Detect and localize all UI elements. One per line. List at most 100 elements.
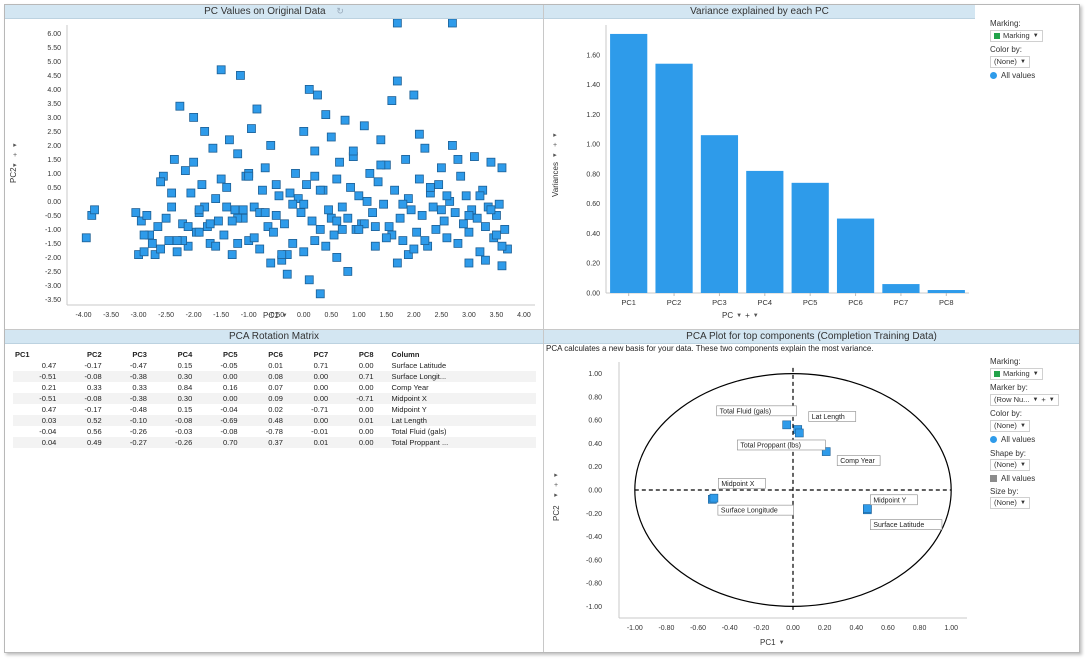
x-tick-label: 3.50 [490, 312, 504, 319]
table-cell: -0.71 [330, 393, 376, 404]
table-row[interactable]: 0.21 0.33 0.33 0.84 0.16 0.07 0.00 0.00 Comp Yea… [13, 382, 536, 393]
scatter-point [277, 250, 287, 260]
nav-up-icon[interactable]: ▸ [554, 472, 558, 479]
column-header[interactable]: PC8 [358, 350, 374, 359]
scatter-point [348, 146, 358, 156]
nav-down-icon[interactable]: ▸ [13, 162, 17, 169]
scatter-point [362, 196, 372, 206]
scatter-point [475, 191, 485, 201]
scatter-point [384, 222, 394, 232]
pca-marker-by-select[interactable]: (Row Nu... ▼ + ▼ [990, 394, 1059, 406]
x-tick-label: PC5 [803, 298, 818, 307]
table-row[interactable]: 0.47 -0.17 -0.47 0.15 -0.05 0.01 0.71 0.00 Surfa… [13, 360, 536, 371]
x-tick-label: PC3 [712, 298, 727, 307]
x-tick-label: -2.00 [186, 312, 202, 319]
nav-up-icon[interactable]: ▸ [13, 142, 17, 149]
scatter-point [293, 194, 303, 204]
y-tick-label: 1.00 [586, 142, 600, 149]
add-icon[interactable]: + [745, 311, 750, 320]
rotation-table[interactable]: PC1 PC2 PC3 PC4 PC5 PC6 PC7 PC8 Column 0.47 -0.17… [13, 349, 536, 448]
scatter-point [183, 222, 193, 232]
table-cell: 0.03 [13, 415, 59, 426]
scatter-point [365, 168, 375, 178]
pca-chart[interactable]: 1.00 0.80 0.60 0.40 0.20 0.00 -0.20 -0.40 -0.60 -… [544, 330, 976, 630]
nav-plus-icon[interactable]: + [552, 142, 558, 149]
shape-all-values-text: All values [1001, 474, 1036, 483]
pca-color-by-select[interactable]: (None) ▼ [990, 420, 1030, 432]
scatter-point [161, 213, 171, 223]
column-header[interactable]: PC3 [132, 350, 147, 359]
table-row[interactable]: -0.04 0.56 -0.26 -0.03 -0.08 -0.78 -0.01 0.00 To… [13, 426, 536, 437]
scatter-point [464, 258, 474, 268]
pca-size-by-label: Size by: [990, 487, 1019, 496]
pca-point [821, 447, 831, 456]
y-tick-label: -0.40 [586, 534, 602, 541]
y-tick-label: 0.40 [588, 441, 602, 448]
column-header[interactable]: PC5 [222, 350, 238, 359]
scatter-point [236, 71, 245, 80]
table-cell: -0.08 [58, 371, 104, 382]
column-header[interactable]: PC2 [87, 350, 102, 359]
scatter-point [370, 241, 380, 251]
x-tick-label: -1.00 [627, 625, 643, 630]
table-row[interactable]: 0.47 -0.17 -0.48 0.15 -0.04 0.02 -0.71 0.00 Midp… [13, 404, 536, 415]
table-cell: Lat Length [375, 415, 536, 426]
scatter-point [216, 65, 226, 75]
table-cell: 0.47 [41, 405, 57, 414]
scatter-point [167, 202, 177, 212]
x-tick-label: 0.50 [324, 312, 338, 319]
add-icon[interactable]: + [1041, 395, 1046, 404]
nav-down-icon[interactable]: ▸ [554, 492, 558, 499]
y-tick-label: -2.50 [45, 269, 61, 276]
refresh-icon[interactable]: ↻ [336, 6, 344, 16]
pca-size-by-select[interactable]: (None) ▼ [990, 497, 1030, 509]
pca-shape-by-select[interactable]: (None) ▼ [990, 459, 1030, 471]
y-tick-label: 0.60 [588, 418, 602, 425]
scatter-point [183, 241, 193, 251]
table-row[interactable]: 0.03 0.52 -0.10 -0.08 -0.69 0.48 0.00 0.01 Lat L… [13, 415, 536, 426]
variance-marking-select[interactable]: Marking ▼ [990, 30, 1043, 42]
pca-marking-select[interactable]: Marking ▼ [990, 368, 1043, 380]
nav-plus-icon[interactable]: + [553, 482, 559, 489]
scatter-y-nav[interactable]: ▸ + ▸ [11, 141, 19, 171]
table-cell: 0.33 [132, 383, 147, 392]
table-cell: 0.00 [358, 405, 374, 414]
scatter-point [475, 247, 485, 257]
table-row[interactable]: 0.04 0.49 -0.27 -0.26 0.70 0.37 0.01 0.00 Total … [13, 437, 536, 448]
point-label-text: Midpoint X [721, 481, 754, 488]
pca-color-by-label: Color by: [990, 409, 1023, 418]
scatter-point [186, 188, 196, 198]
table-row[interactable]: -0.51 -0.08 -0.38 0.30 0.00 0.09 0.00 -0.71 Midp… [13, 393, 536, 404]
column-header[interactable]: Column [391, 350, 420, 359]
dashboard-frame: PC Values on Original Data ↻ ▸ + ▸ PC2 6… [4, 4, 1080, 653]
pca-x-label: PC1 [760, 638, 776, 647]
variance-color-by-select[interactable]: (None) ▼ [990, 56, 1030, 68]
variance-x-axis-selector[interactable]: PC ▼ + ▼ [722, 311, 759, 320]
column-header[interactable]: PC1 [15, 350, 30, 359]
variance-chart[interactable]: 0.00 0.20 0.40 0.60 0.80 1.00 1.20 1.40 1.60 PC1 P… [544, 19, 976, 313]
y-tick-label: 0.00 [47, 199, 61, 206]
column-header[interactable]: PC6 [268, 350, 283, 359]
legend-dot-icon [990, 436, 997, 443]
point-label: Surface Latitude [870, 519, 943, 530]
nav-plus-icon[interactable]: + [12, 152, 18, 159]
table-cell: -0.17 [84, 361, 102, 370]
pca-x-axis-selector[interactable]: PC1 ▼ [760, 638, 785, 647]
scatter-chart[interactable]: 6.00 5.50 5.00 4.50 4.00 3.50 3.00 2.50 2.00 1.50… [5, 19, 543, 319]
y-tick-label: 0.00 [586, 291, 600, 298]
scatter-point [194, 227, 204, 237]
y-tick-label: 4.50 [47, 73, 61, 80]
column-header[interactable]: PC7 [313, 350, 329, 359]
column-header[interactable]: PC4 [177, 350, 193, 359]
point-label: Total Fluid (gals) [716, 405, 797, 417]
scatter-point [285, 188, 295, 198]
table-cell: 0.48 [239, 415, 285, 426]
nav-up-icon[interactable]: ▸ [553, 132, 557, 139]
table-row[interactable]: -0.51 -0.08 -0.38 0.30 0.00 0.08 0.00 0.71 Surfa… [13, 371, 536, 382]
scatter-x-axis-selector[interactable]: PC1 ▼ [263, 311, 288, 320]
nav-down-icon[interactable]: ▸ [553, 152, 557, 159]
table-cell: 0.01 [330, 415, 376, 426]
variance-y-nav[interactable]: ▸ + ▸ [551, 131, 559, 161]
scatter-point [450, 208, 460, 218]
pca-y-nav[interactable]: ▸ + ▸ [552, 471, 560, 501]
